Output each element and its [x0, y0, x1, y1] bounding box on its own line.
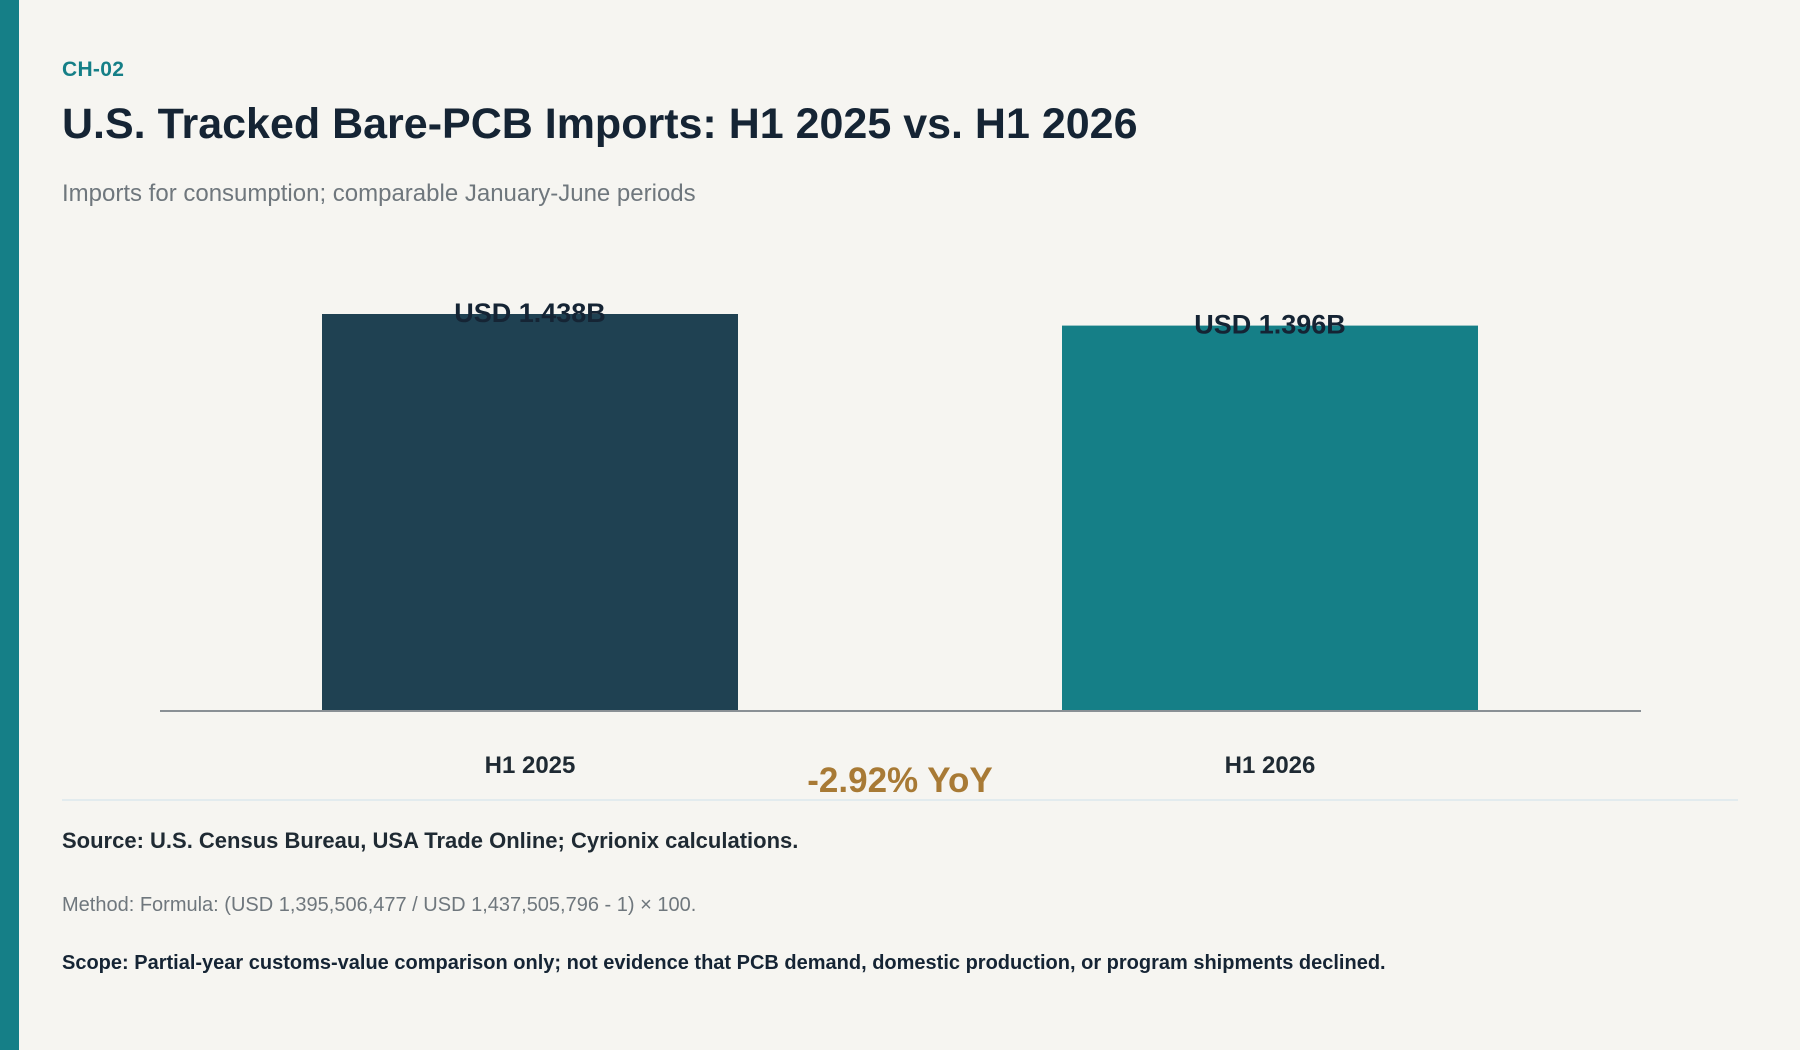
- bar-h1-2026: [1062, 325, 1478, 711]
- method-note: Method: Formula: (USD 1,395,506,477 / US…: [62, 894, 697, 916]
- page-subtitle: Imports for consumption; comparable Janu…: [62, 180, 696, 207]
- category-label: H1 2025: [485, 752, 576, 779]
- category-label: H1 2026: [1225, 752, 1316, 779]
- page-title: U.S. Tracked Bare-PCB Imports: H1 2025 v…: [62, 100, 1138, 148]
- value-label: USD 1.396B: [1194, 310, 1346, 340]
- scope-note: Scope: Partial-year customs-value compar…: [62, 952, 1386, 974]
- value-label: USD 1.438B: [454, 298, 606, 328]
- labels-layer: USD 1.438B H1 2025 USD 1.396B H1 2026: [454, 298, 1346, 779]
- yoy-annotation: -2.92% YoY: [807, 761, 992, 800]
- chart-id: CH-02: [62, 58, 125, 81]
- accent-bar: [0, 0, 19, 1050]
- source-note: Source: U.S. Census Bureau, USA Trade On…: [62, 828, 799, 853]
- bar-h1-2025: [322, 314, 738, 711]
- bars-layer: [322, 314, 1478, 711]
- footer-divider: [62, 799, 1738, 801]
